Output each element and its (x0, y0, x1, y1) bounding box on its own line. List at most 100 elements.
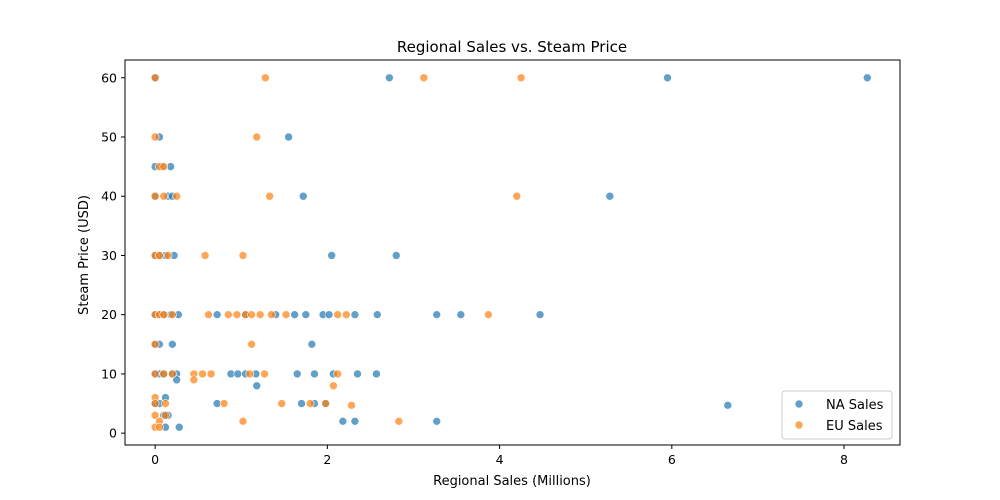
data-point (155, 422, 164, 432)
plot-area (124, 59, 901, 446)
data-point (372, 369, 381, 379)
data-point (663, 73, 672, 83)
data-point (535, 310, 545, 319)
data-point (456, 310, 466, 319)
y-tick-label: 10 (101, 366, 117, 381)
data-point (159, 310, 169, 319)
plot-frame (124, 59, 901, 446)
data-point (277, 399, 287, 408)
data-point (292, 369, 302, 379)
data-point (324, 310, 334, 319)
data-point (204, 310, 213, 319)
data-point (281, 310, 291, 319)
data-point (161, 411, 170, 420)
data-point (150, 369, 160, 379)
data-point (200, 251, 210, 260)
data-point (484, 310, 493, 319)
data-point (252, 132, 262, 142)
data-point (862, 73, 872, 83)
data-point (350, 310, 360, 319)
data-point (267, 310, 276, 319)
x-axis: 0 2 4 6 8 (151, 445, 848, 467)
legend: NA Sales EU Sales (781, 390, 893, 440)
data-point (432, 417, 442, 426)
x-tick-label: 0 (151, 452, 159, 467)
data-point (723, 401, 733, 410)
data-point (159, 369, 169, 379)
data-point (219, 399, 229, 408)
y-tick-label: 30 (101, 248, 117, 263)
y-tick-label: 60 (101, 70, 117, 85)
y-tick-label: 40 (101, 189, 117, 204)
data-point (327, 251, 336, 260)
data-point (297, 399, 306, 408)
data-point (174, 422, 184, 432)
data-point (432, 310, 442, 319)
data-point (261, 73, 270, 83)
data-point (172, 191, 181, 201)
data-point (247, 340, 256, 349)
data-point (233, 369, 243, 379)
data-point (161, 399, 170, 408)
x-tick-label: 2 (323, 452, 331, 467)
data-point (391, 251, 401, 260)
data-point (150, 340, 160, 349)
y-tick-label: 0 (109, 426, 117, 441)
data-point (150, 399, 160, 408)
x-tick-label: 6 (668, 452, 676, 467)
data-point (150, 411, 160, 420)
y-tick-label: 20 (101, 307, 117, 322)
data-point (168, 340, 177, 349)
data-point (333, 369, 342, 379)
data-point (238, 417, 248, 426)
data-point (168, 369, 177, 379)
data-point (189, 375, 199, 385)
legend-label: NA Sales (826, 398, 884, 413)
data-point (150, 191, 160, 201)
y-axis: 0 10 20 30 40 50 60 (101, 70, 125, 441)
data-point (252, 381, 262, 391)
data-point (150, 73, 160, 83)
data-point (155, 251, 164, 260)
data-point (206, 369, 216, 379)
data-point (394, 417, 404, 426)
data-point (342, 310, 351, 319)
x-axis-label: Regional Sales (Millions) (433, 474, 591, 489)
data-point (321, 399, 330, 408)
y-axis-label: Steam Price (USD) (77, 195, 92, 315)
y-tick-label: 50 (101, 130, 117, 145)
data-point (168, 310, 177, 319)
data-point (301, 310, 311, 319)
data-point (350, 417, 360, 426)
data-point (232, 310, 242, 319)
data-point (163, 251, 173, 260)
data-point (255, 310, 265, 319)
data-point (305, 399, 315, 408)
data-point (159, 191, 169, 201)
data-point (198, 369, 207, 379)
data-point (247, 310, 256, 319)
data-point (265, 191, 274, 201)
data-point (329, 381, 338, 391)
data-point (159, 162, 169, 171)
data-point (260, 369, 269, 379)
data-points (150, 73, 872, 432)
data-point (516, 73, 526, 83)
data-point (419, 73, 429, 83)
data-point (224, 310, 233, 319)
data-point (385, 73, 394, 83)
data-point (310, 369, 319, 379)
x-tick-label: 8 (840, 452, 848, 467)
legend-marker (794, 420, 804, 430)
data-point (373, 310, 382, 319)
legend-box (781, 390, 893, 440)
legend-label: EU Sales (826, 419, 883, 434)
data-point (307, 340, 317, 349)
data-point (338, 417, 348, 426)
chart-title: Regional Sales vs. Steam Price (397, 38, 627, 56)
legend-marker (794, 399, 804, 409)
data-point (290, 310, 299, 319)
series-na-points (150, 73, 872, 432)
data-point (605, 191, 615, 201)
data-point (353, 369, 362, 379)
